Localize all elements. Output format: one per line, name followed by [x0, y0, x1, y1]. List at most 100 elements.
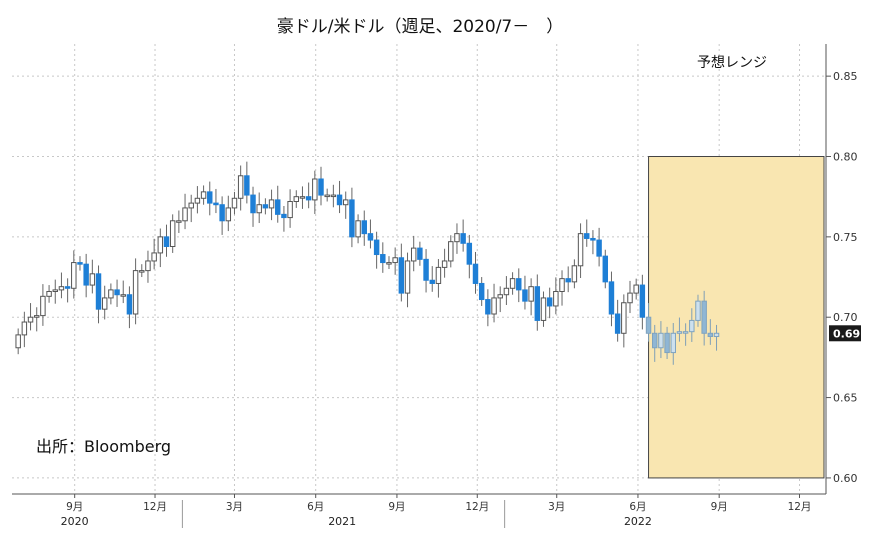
candle-body — [491, 297, 497, 315]
candle-body — [596, 239, 602, 257]
chart-title: 豪ドル/米ドル（週足、2020/7－ ） — [276, 17, 564, 37]
candle-body — [58, 286, 65, 291]
candle-body — [540, 297, 547, 321]
source-note: 出所：Bloomberg — [36, 437, 171, 456]
candle-body — [250, 194, 256, 214]
candle-body — [503, 287, 510, 296]
x-tick-label: 12月 — [143, 501, 167, 513]
axes: 0.60 0.65 0.70 0.75 0.80 0.85 9月 12月 3月 6月 9月 12月 3月… — [12, 44, 858, 528]
y-tick-label: 0.75 — [833, 231, 858, 244]
candle-body — [262, 204, 269, 209]
y-tick-label: 0.85 — [833, 70, 858, 83]
candle-body — [676, 331, 683, 334]
candle-body — [256, 204, 262, 214]
candle-body — [559, 278, 565, 292]
candle-body — [695, 300, 701, 321]
candle-body — [466, 242, 473, 265]
candle-body — [367, 233, 374, 241]
candle-body — [497, 294, 503, 299]
candle-body — [268, 199, 275, 209]
candle-body — [336, 194, 343, 206]
candle-body — [528, 286, 534, 302]
candle-body — [590, 237, 596, 241]
candle-body — [516, 278, 522, 291]
x-tick-label: 6月 — [307, 501, 324, 513]
candle-body — [139, 270, 145, 273]
last-value-badge-text: 0.69 — [833, 327, 860, 340]
candle-body — [213, 202, 219, 206]
year-label: 2021 — [328, 515, 356, 528]
candle-body — [423, 258, 429, 281]
candle-body — [77, 262, 83, 265]
candle-body — [645, 316, 652, 334]
candle-body — [145, 260, 151, 272]
x-tick-label: 3月 — [226, 501, 243, 513]
candle-body — [478, 282, 485, 301]
candle-body — [670, 332, 676, 354]
candle-body — [225, 207, 232, 222]
candle-body — [101, 297, 108, 310]
candle-body — [349, 199, 355, 238]
forecast-range-label: 予想レンジ — [697, 55, 767, 71]
candle-body — [392, 257, 398, 264]
candle-body — [448, 241, 454, 262]
candle-body — [231, 197, 238, 209]
candle-body — [417, 247, 423, 260]
year-label: 2022 — [624, 515, 652, 528]
candle-body — [571, 265, 578, 283]
candle-body — [485, 299, 491, 315]
candle-body — [324, 194, 330, 198]
candle-body — [522, 289, 528, 302]
candle-body — [682, 331, 689, 334]
candle-body — [64, 286, 71, 289]
candle-body — [52, 289, 58, 292]
candle-body — [627, 292, 633, 304]
candle-body — [534, 286, 541, 321]
candle-body — [163, 236, 170, 248]
candle-body — [194, 197, 201, 204]
candle-body — [429, 279, 435, 284]
candle-body — [157, 236, 164, 254]
y-tick-label: 0.80 — [833, 151, 858, 164]
candle-body — [120, 294, 126, 297]
candle-body — [114, 289, 120, 296]
candle-body — [176, 220, 182, 223]
candle-body — [355, 220, 361, 238]
candle-body — [182, 207, 188, 222]
candle-body — [651, 332, 658, 349]
candle-body — [361, 220, 367, 235]
x-tick-label: 9月 — [711, 501, 728, 513]
candle-body — [546, 297, 553, 307]
candle-body — [95, 273, 102, 310]
candle-body — [299, 196, 306, 199]
y-tick-label: 0.65 — [833, 392, 858, 405]
candle-body — [608, 281, 615, 315]
candle-body — [132, 270, 139, 315]
candle-body — [454, 233, 460, 243]
candle-body — [71, 262, 77, 289]
candle-body — [553, 291, 559, 307]
candle-body — [318, 178, 324, 196]
candle-body — [658, 332, 664, 349]
candle-body — [386, 262, 392, 265]
candle-body — [460, 233, 466, 244]
candle-body — [410, 247, 417, 262]
candle-body — [664, 332, 670, 354]
candle-body — [707, 332, 714, 337]
candle-body — [701, 300, 707, 334]
forecast-range-box — [648, 156, 825, 479]
candle-body — [633, 284, 639, 294]
candle-body — [207, 191, 213, 204]
candle-body — [237, 175, 244, 199]
candle-body — [219, 204, 225, 222]
candle-body — [509, 278, 516, 289]
candle-body — [398, 257, 405, 294]
candle-body — [89, 273, 96, 286]
candle-body — [40, 295, 46, 317]
candle-body — [200, 191, 207, 199]
candle-body — [244, 175, 250, 196]
x-tick-label: 6月 — [629, 501, 646, 513]
x-tick-label: 12月 — [788, 501, 812, 513]
x-tick-label: 9月 — [66, 501, 83, 513]
